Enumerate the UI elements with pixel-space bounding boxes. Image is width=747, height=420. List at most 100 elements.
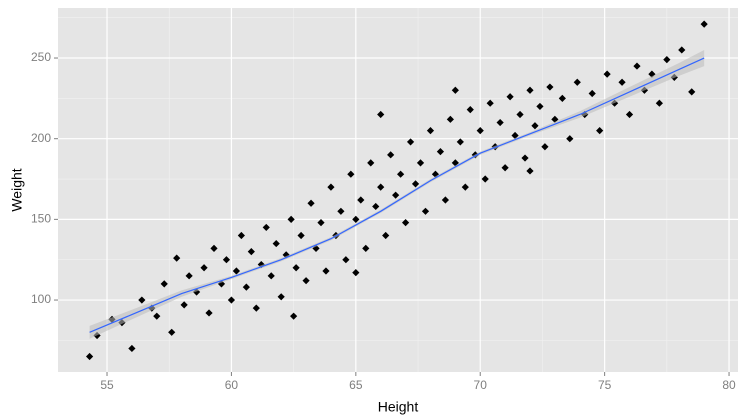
marks — [85, 20, 708, 361]
point — [267, 272, 275, 280]
point — [180, 301, 188, 309]
point — [262, 223, 270, 232]
point — [618, 78, 626, 86]
point — [700, 20, 708, 28]
point — [185, 272, 193, 280]
point — [160, 280, 168, 288]
point — [526, 86, 534, 94]
point — [307, 199, 315, 207]
point — [222, 256, 231, 264]
point — [526, 167, 534, 175]
point — [546, 83, 554, 91]
point — [357, 196, 365, 204]
point — [456, 138, 464, 146]
point — [566, 135, 574, 143]
point — [461, 183, 469, 191]
grid — [58, 8, 738, 372]
point — [347, 170, 355, 178]
x-axis-title: Height — [378, 399, 419, 415]
point — [327, 183, 335, 191]
point — [387, 151, 395, 159]
point — [205, 309, 213, 317]
point — [392, 191, 400, 199]
point — [541, 143, 549, 151]
point — [596, 127, 604, 135]
y-tick-label: 200 — [31, 131, 51, 145]
point — [573, 78, 581, 86]
point — [536, 102, 544, 111]
point — [153, 312, 161, 320]
point — [217, 280, 226, 288]
point — [421, 207, 430, 215]
x-tick-label: 75 — [598, 378, 612, 392]
point — [282, 251, 290, 259]
point — [486, 99, 494, 107]
point — [168, 328, 176, 336]
point — [342, 256, 350, 264]
x-tick-label: 80 — [722, 378, 736, 392]
plot-panel — [58, 8, 738, 372]
point — [531, 122, 539, 130]
point — [501, 164, 509, 172]
point — [416, 159, 425, 167]
point — [252, 304, 260, 312]
point — [287, 215, 295, 223]
point — [297, 231, 305, 240]
point — [227, 296, 236, 304]
point — [558, 94, 566, 102]
point — [663, 56, 671, 64]
point — [290, 312, 298, 320]
point — [302, 277, 310, 285]
point — [200, 264, 208, 272]
confidence-band — [89, 49, 705, 339]
point — [481, 175, 489, 183]
point — [436, 147, 445, 156]
point — [688, 88, 696, 96]
point — [446, 115, 454, 123]
point — [372, 202, 380, 211]
point — [588, 89, 596, 98]
point — [367, 159, 375, 167]
point — [678, 46, 686, 54]
point — [625, 110, 634, 119]
point — [648, 70, 656, 78]
point — [337, 207, 345, 215]
point — [426, 127, 435, 135]
y-tick-label: 250 — [31, 50, 51, 64]
point — [237, 231, 245, 240]
point — [277, 293, 285, 301]
point — [317, 218, 325, 227]
point — [138, 296, 146, 304]
point — [603, 70, 611, 78]
point — [377, 110, 385, 119]
point — [397, 170, 405, 178]
point — [506, 93, 514, 101]
y-axis-title: Weight — [9, 168, 25, 211]
point — [242, 283, 250, 291]
point — [411, 180, 420, 188]
point — [312, 244, 320, 253]
y-tick-label: 150 — [31, 212, 51, 226]
point — [292, 264, 300, 272]
point — [362, 244, 370, 253]
point — [377, 183, 385, 191]
x-tick-label: 55 — [100, 378, 114, 392]
point — [247, 248, 255, 256]
point — [382, 231, 390, 240]
point — [521, 154, 529, 162]
point — [476, 127, 484, 135]
x-tick-label: 70 — [474, 378, 488, 392]
point — [441, 196, 449, 204]
point — [272, 239, 280, 248]
point — [466, 106, 474, 114]
point — [496, 118, 504, 127]
point — [173, 254, 181, 262]
point — [511, 131, 519, 140]
x-tick-label: 65 — [349, 378, 363, 392]
point — [210, 244, 218, 253]
point — [232, 267, 240, 275]
point — [406, 138, 415, 146]
point — [85, 352, 94, 361]
point — [633, 62, 641, 70]
